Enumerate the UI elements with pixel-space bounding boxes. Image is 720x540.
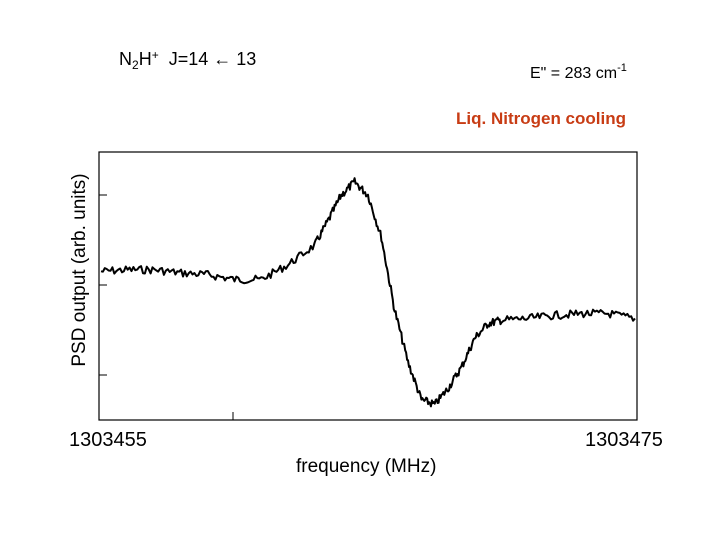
x-tick-label-min: 1303455 (69, 429, 147, 451)
x-axis-label: frequency (MHz) (296, 456, 437, 477)
title-n: N (119, 49, 132, 69)
energy-exponent: -1 (617, 62, 627, 74)
title-subscript: 2 (132, 58, 139, 72)
x-tick-label-max: 1303475 (585, 429, 663, 451)
title-transition: J=14 ← 13 (168, 49, 257, 69)
energy-label: E" = 283 cm-1 (530, 62, 627, 83)
plot-frame (98, 151, 638, 421)
title-h: H (138, 49, 152, 69)
energy-main: E" = 283 cm (530, 65, 618, 82)
series-line (100, 177, 636, 408)
cooling-annotation: Liq. Nitrogen cooling (456, 109, 626, 128)
chart-title: N2H+ J=14 ← 13 (119, 48, 256, 72)
title-superscript: + (151, 48, 159, 62)
